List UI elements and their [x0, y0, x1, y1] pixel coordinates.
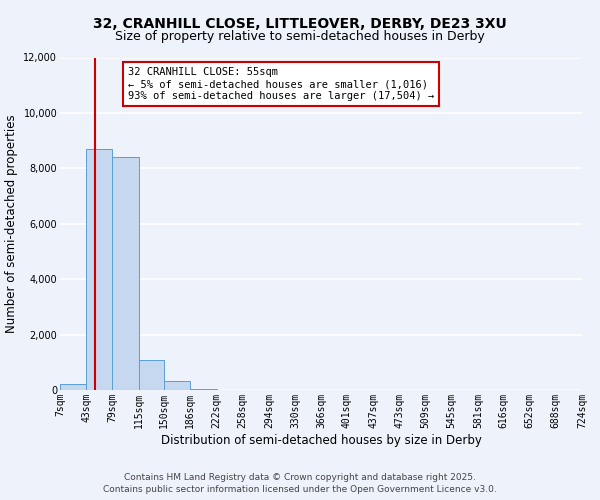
Bar [139, 360, 164, 390]
Y-axis label: Number of semi-detached properties: Number of semi-detached properties [5, 114, 18, 333]
Bar [190, 388, 217, 390]
Text: 32, CRANHILL CLOSE, LITTLEOVER, DERBY, DE23 3XU: 32, CRANHILL CLOSE, LITTLEOVER, DERBY, D… [93, 18, 507, 32]
Bar [86, 149, 112, 390]
Text: Contains HM Land Registry data © Crown copyright and database right 2025.
Contai: Contains HM Land Registry data © Crown c… [103, 472, 497, 494]
Text: 32 CRANHILL CLOSE: 55sqm
← 5% of semi-detached houses are smaller (1,016)
93% of: 32 CRANHILL CLOSE: 55sqm ← 5% of semi-de… [128, 68, 434, 100]
Bar [164, 381, 190, 390]
X-axis label: Distribution of semi-detached houses by size in Derby: Distribution of semi-detached houses by … [161, 434, 481, 446]
Bar [112, 158, 139, 390]
Bar [60, 384, 86, 390]
Text: Size of property relative to semi-detached houses in Derby: Size of property relative to semi-detach… [115, 30, 485, 43]
